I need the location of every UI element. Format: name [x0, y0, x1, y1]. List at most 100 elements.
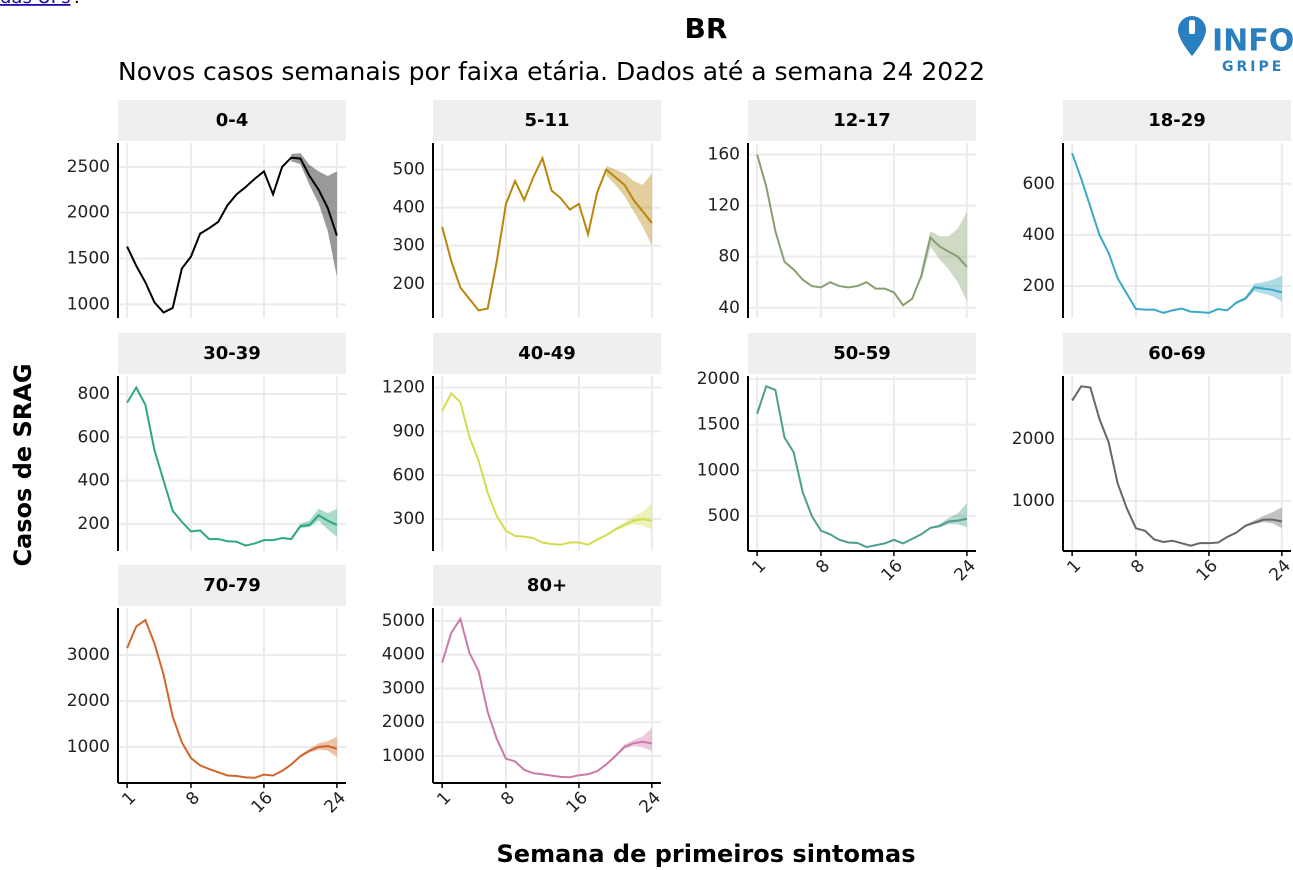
panel: 12-17 40 80 120 160 [708, 100, 976, 318]
chart-subtitle: Novos casos semanais por faixa etária. D… [118, 57, 985, 86]
link-tail: . [74, 0, 80, 8]
y-tick-label: 300 [393, 509, 425, 529]
strip [748, 333, 976, 374]
link[interactable]: das UFs [0, 0, 70, 8]
x-axis-label: Semana de primeiros sintomas [497, 840, 916, 868]
y-tick-label: 1200 [382, 378, 425, 398]
y-tick-label: 300 [393, 236, 425, 256]
series-line [126, 618, 338, 779]
logo-pin [1178, 16, 1206, 56]
strip-label: 70-79 [203, 575, 261, 596]
y-tick-label: 40 [718, 298, 740, 318]
strip-label: 40-49 [518, 343, 576, 364]
y-tick-label: 400 [1023, 225, 1055, 245]
y-tick-label: 1000 [382, 746, 425, 766]
panel: 18-29 200 400 600 [1023, 100, 1291, 318]
strip [748, 100, 976, 141]
logo: INFO GRIPE [1178, 16, 1293, 75]
x-tick-label: 1 [1063, 556, 1085, 578]
y-tick-label: 3000 [67, 645, 110, 665]
panel: 60-69 1000 2000 1 8 16 24 [1012, 333, 1293, 585]
x-tick-label: 8 [182, 788, 204, 810]
panel: 0-4 1000 1500 2000 2500 [67, 100, 346, 318]
uncertainty-band [606, 165, 652, 246]
y-tick-label: 600 [78, 427, 110, 447]
x-tick-label: 8 [812, 556, 834, 578]
panel: 5-11 200 300 400 500 [393, 100, 661, 318]
y-tick-label: 200 [393, 274, 425, 294]
x-tick-label: 8 [1127, 556, 1149, 578]
y-tick-label: 80 [718, 247, 740, 267]
x-tick-label: 24 [321, 788, 350, 817]
logo-bottom: GRIPE [1222, 59, 1284, 75]
series-line [441, 155, 653, 312]
panel: 70-79 1000 2000 3000 1 8 16 24 [67, 565, 350, 817]
strip [433, 565, 661, 606]
x-tick-label: 16 [878, 556, 907, 585]
x-tick-label: 16 [1193, 556, 1222, 585]
panel: 30-39 200 400 600 800 [78, 333, 346, 551]
logo-top: INFO [1212, 24, 1293, 59]
panel: 80+ 1000 2000 3000 4000 5000 1 8 16 24 [382, 565, 665, 817]
y-tick-label: 160 [708, 144, 740, 164]
uncertainty-band [606, 727, 652, 766]
y-tick-label: 1000 [67, 737, 110, 757]
x-tick-label: 1 [748, 556, 770, 578]
uncertainty-band [921, 211, 967, 302]
y-tick-label: 200 [1023, 276, 1055, 296]
strip [1063, 333, 1291, 374]
chart-title: BR [685, 12, 728, 45]
strip-label: 0-4 [216, 110, 249, 131]
x-tick-label: 8 [497, 788, 519, 810]
strip-label: 60-69 [1148, 343, 1206, 364]
series-line [441, 616, 653, 779]
y-tick-label: 1000 [67, 294, 110, 314]
uncertainty-band [291, 508, 337, 541]
y-tick-label: 2500 [67, 157, 110, 177]
y-tick-label: 200 [78, 514, 110, 534]
y-tick-label: 120 [708, 196, 740, 216]
strip [118, 333, 346, 374]
y-axis-label: Casos de SRAG [9, 363, 37, 566]
y-tick-label: 800 [78, 384, 110, 404]
x-tick-label: 24 [636, 788, 665, 817]
series-line [756, 154, 968, 307]
panel: 40-49 300 600 900 1200 [382, 333, 661, 551]
y-tick-label: 600 [393, 465, 425, 485]
y-tick-label: 2000 [67, 203, 110, 223]
strip [1063, 100, 1291, 141]
uncertainty-band [291, 153, 337, 277]
strip-label: 80+ [527, 575, 567, 596]
x-tick-label: 1 [433, 788, 455, 810]
series-line [1071, 152, 1283, 314]
x-tick-label: 24 [951, 556, 980, 585]
series-line [126, 385, 338, 547]
y-tick-label: 500 [393, 160, 425, 180]
logo-mark [1189, 20, 1195, 34]
series-line [756, 384, 968, 549]
panel: 50-59 500 1000 1500 2000 1 8 16 24 [697, 333, 980, 585]
y-tick-label: 4000 [382, 645, 425, 665]
x-tick-label: 16 [563, 788, 592, 817]
strip-label: 18-29 [1148, 110, 1206, 131]
y-tick-label: 2000 [1012, 429, 1055, 449]
strip [118, 565, 346, 606]
y-tick-label: 2000 [697, 369, 740, 389]
y-tick-label: 600 [1023, 174, 1055, 194]
y-tick-label: 1500 [67, 248, 110, 268]
y-tick-label: 400 [78, 471, 110, 491]
strip [118, 100, 346, 141]
strip-label: 12-17 [833, 110, 891, 131]
series-line [1071, 385, 1283, 547]
y-tick-label: 400 [393, 198, 425, 218]
y-tick-label: 2000 [382, 712, 425, 732]
y-tick-label: 900 [393, 421, 425, 441]
x-tick-label: 24 [1266, 556, 1293, 585]
y-tick-label: 1000 [697, 460, 740, 480]
y-tick-label: 1500 [697, 415, 740, 435]
strip [433, 333, 661, 374]
x-tick-label: 1 [118, 788, 140, 810]
x-tick-label: 16 [248, 788, 277, 817]
uncertainty-band [291, 736, 337, 766]
